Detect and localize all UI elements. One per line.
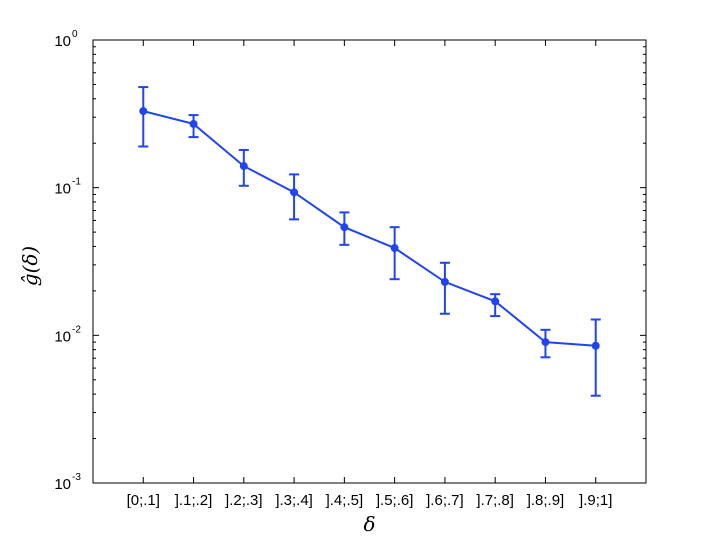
x-tick-label: [0;.1] [127,492,160,509]
x-tick-label: ].7;.8] [476,492,514,509]
series-line [143,110,596,347]
x-tick-label: ].1;.2] [175,492,213,509]
x-tick-label: ].3;.4] [275,492,313,509]
y-tick-label: 10 [54,33,71,50]
data-point [340,223,349,232]
y-tick-exponent: -3 [72,472,81,483]
data-point [541,338,550,347]
y-axis-label: ĝ(δ) [18,246,42,286]
x-tick-label: ].6;.7] [426,492,464,509]
data-point [290,188,299,197]
plot-area [92,39,647,484]
data-point [189,119,198,128]
y-tick-exponent: -1 [72,177,81,188]
x-axis-label: δ [363,512,375,536]
y-tick-label: 10 [54,476,71,493]
x-tick-label: ].2;.3] [225,492,263,509]
y-tick-exponent: 0 [72,29,78,40]
series-layer [138,86,601,397]
data-point [491,297,500,306]
data-point [591,341,600,350]
x-tick-label: ].8;.9] [527,492,565,509]
x-tick-label: ].9;1] [579,492,612,509]
y-tick-exponent: -2 [72,324,81,335]
data-point [390,244,399,253]
y-tick-label: 10 [54,328,71,345]
data-point [440,277,449,286]
data-point [139,107,148,116]
x-tick-label: ].5;.6] [376,492,414,509]
y-tick-label: 10 [54,181,71,198]
data-point [239,162,248,171]
x-tick-label: ].4;.5] [326,492,364,509]
x-axis: [0;.1] ].1;.2] ].2;.3] ].3;.4] ].4;.5] ].5;.6… [127,40,612,509]
